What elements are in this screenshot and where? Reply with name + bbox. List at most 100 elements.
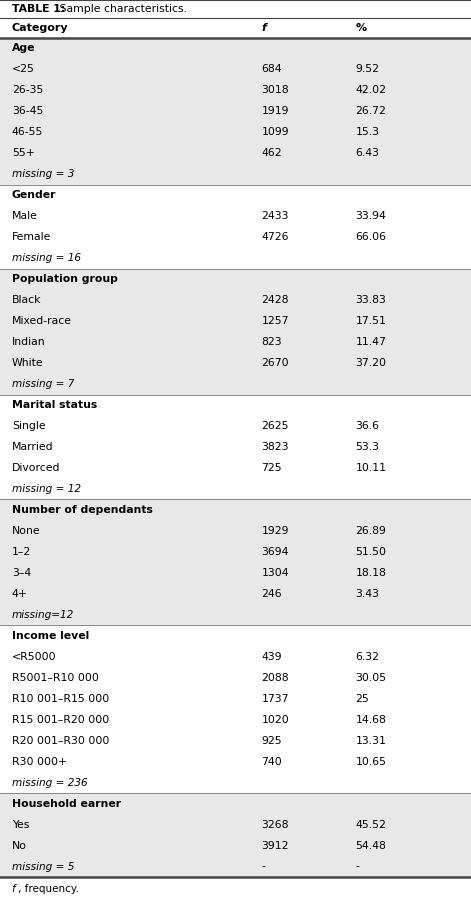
Text: 53.3: 53.3 — [356, 442, 380, 452]
Bar — [0, 289, 471, 311]
Text: 42.02: 42.02 — [356, 85, 387, 95]
Text: 3912: 3912 — [261, 841, 289, 851]
Text: Marital status: Marital status — [12, 400, 97, 410]
Text: 55+: 55+ — [12, 149, 35, 159]
Bar — [0, 122, 471, 143]
Text: 823: 823 — [261, 337, 282, 347]
Text: 1304: 1304 — [261, 568, 289, 578]
Text: 3694: 3694 — [261, 547, 289, 557]
Bar — [0, 772, 471, 793]
Text: Category: Category — [12, 23, 68, 33]
Text: R20 001–R30 000: R20 001–R30 000 — [12, 736, 109, 746]
Text: R10 001–R15 000: R10 001–R15 000 — [12, 694, 109, 704]
Bar — [0, 856, 471, 877]
Text: 1020: 1020 — [261, 715, 289, 725]
Bar — [0, 59, 471, 80]
Bar — [0, 688, 471, 709]
Text: 1257: 1257 — [261, 317, 289, 327]
Text: 26-35: 26-35 — [12, 85, 43, 95]
Text: Female: Female — [12, 232, 51, 242]
Text: Married: Married — [12, 442, 53, 452]
Text: -: - — [356, 862, 359, 872]
Text: Income level: Income level — [12, 630, 89, 640]
Text: Black: Black — [12, 295, 41, 305]
Text: Male: Male — [12, 211, 38, 221]
Text: missing = 236: missing = 236 — [12, 777, 88, 787]
Text: 3–4: 3–4 — [12, 568, 31, 578]
Text: -: - — [261, 862, 265, 872]
Text: 1099: 1099 — [261, 127, 289, 137]
Text: 11.47: 11.47 — [356, 337, 387, 347]
Text: missing = 16: missing = 16 — [12, 253, 81, 263]
Text: 1919: 1919 — [261, 106, 289, 116]
Text: Divorced: Divorced — [12, 463, 60, 473]
Text: 6.43: 6.43 — [356, 149, 380, 159]
Text: White: White — [12, 358, 43, 368]
Text: %: % — [356, 23, 367, 33]
Text: 3018: 3018 — [261, 85, 289, 95]
Bar — [0, 625, 471, 647]
Text: , frequency.: , frequency. — [18, 884, 79, 894]
Text: Indian: Indian — [12, 337, 45, 347]
Bar — [0, 436, 471, 457]
Text: Gender: Gender — [12, 190, 56, 200]
Text: 26.72: 26.72 — [356, 106, 387, 116]
Bar — [0, 248, 471, 268]
Text: 37.20: 37.20 — [356, 358, 387, 368]
Text: Single: Single — [12, 421, 45, 431]
Bar — [0, 206, 471, 227]
Text: Household earner: Household earner — [12, 798, 121, 808]
Text: R5001–R10 000: R5001–R10 000 — [12, 673, 98, 683]
Bar — [0, 38, 471, 59]
Text: missing=12: missing=12 — [12, 610, 74, 619]
Bar — [0, 457, 471, 479]
Text: 46-55: 46-55 — [12, 127, 43, 137]
Text: 54.48: 54.48 — [356, 841, 387, 851]
Bar — [0, 751, 471, 772]
Bar — [0, 583, 471, 604]
Bar — [0, 479, 471, 500]
Text: 1929: 1929 — [261, 526, 289, 536]
Text: <R5000: <R5000 — [12, 652, 57, 662]
Text: None: None — [12, 526, 41, 536]
Text: 9.52: 9.52 — [356, 64, 380, 74]
Bar — [0, 374, 471, 395]
Text: 3823: 3823 — [261, 442, 289, 452]
Bar — [0, 668, 471, 688]
Text: 462: 462 — [261, 149, 282, 159]
Bar — [0, 268, 471, 289]
Text: missing = 3: missing = 3 — [12, 170, 74, 180]
Text: 10.11: 10.11 — [356, 463, 387, 473]
Text: 2088: 2088 — [261, 673, 289, 683]
Text: 66.06: 66.06 — [356, 232, 387, 242]
Text: missing = 7: missing = 7 — [12, 379, 74, 389]
Text: 3268: 3268 — [261, 820, 289, 830]
Text: 33.83: 33.83 — [356, 295, 387, 305]
Text: Mixed-race: Mixed-race — [12, 317, 72, 327]
Text: 740: 740 — [261, 756, 282, 766]
Bar — [0, 101, 471, 122]
Bar — [0, 541, 471, 562]
Text: Sample characteristics.: Sample characteristics. — [56, 4, 187, 14]
Bar — [0, 500, 471, 521]
Text: 17.51: 17.51 — [356, 317, 387, 327]
Bar — [0, 647, 471, 668]
Bar — [0, 311, 471, 332]
Bar — [0, 730, 471, 751]
Text: 10.65: 10.65 — [356, 756, 387, 766]
Bar — [0, 814, 471, 835]
Bar — [0, 835, 471, 856]
Text: 1–2: 1–2 — [12, 547, 31, 557]
Text: 36-45: 36-45 — [12, 106, 43, 116]
Bar — [0, 521, 471, 541]
Text: R15 001–R20 000: R15 001–R20 000 — [12, 715, 109, 725]
Bar — [0, 562, 471, 583]
Bar — [0, 143, 471, 164]
Text: R30 000+: R30 000+ — [12, 756, 67, 766]
Text: 4+: 4+ — [12, 589, 28, 599]
Text: 2428: 2428 — [261, 295, 289, 305]
Text: 13.31: 13.31 — [356, 736, 387, 746]
Bar — [0, 227, 471, 248]
Bar — [0, 164, 471, 185]
Text: 3.43: 3.43 — [356, 589, 380, 599]
